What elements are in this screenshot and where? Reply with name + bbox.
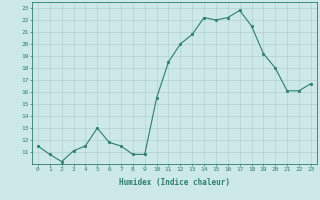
X-axis label: Humidex (Indice chaleur): Humidex (Indice chaleur)	[119, 178, 230, 187]
